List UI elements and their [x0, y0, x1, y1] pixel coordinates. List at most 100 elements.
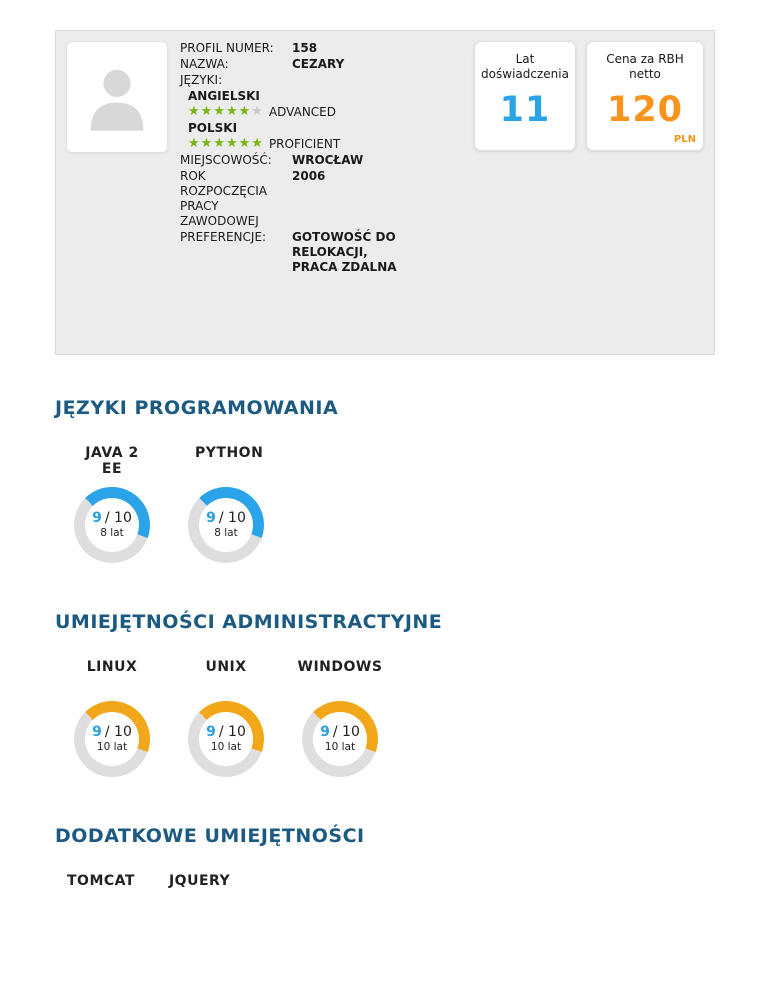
additional-skills-row: TOMCAT JQUERY — [67, 873, 715, 889]
star-filled-icon: ★ — [188, 104, 201, 119]
skill-score: 9/ 10 — [92, 510, 132, 527]
skill-gauge: 9/ 10 10 lat — [188, 701, 264, 777]
skill-gauge-center: 9/ 10 10 lat — [85, 712, 139, 766]
programming-skills-row: JAVA 2 EE 9/ 10 8 lat PYTHON 9/ 10 8 lat — [65, 445, 715, 563]
languages-label: JĘZYKI: — [180, 73, 223, 87]
skill-years: 10 lat — [96, 741, 128, 753]
star-rating: ★★★★★★ — [188, 104, 264, 120]
skill-years: 10 lat — [210, 741, 242, 753]
language-level: PROFICIENT — [268, 136, 341, 151]
skill-rating-max: / 10 — [104, 724, 132, 740]
star-filled-icon: ★ — [200, 136, 214, 151]
language-name: ANGIELSKI — [188, 89, 260, 103]
hourly-rate-unit: PLN — [673, 134, 696, 145]
skill-gauge: 9/ 10 10 lat — [302, 701, 378, 777]
city-row: MIEJSCOWOŚĆ: WROCŁAW — [180, 153, 426, 168]
language-rating: ★★★★★★ ADVANCED — [188, 104, 426, 120]
skill-rating: 9 — [206, 510, 216, 526]
skill-gauge-center: 9/ 10 10 lat — [199, 712, 253, 766]
skill-rating: 9 — [92, 724, 102, 740]
profile-number-row: PROFIL NUMER: 158 — [180, 41, 426, 56]
skill-name: JAVA 2 EE — [85, 445, 139, 477]
skill-java2ee: JAVA 2 EE 9/ 10 8 lat — [65, 445, 159, 563]
star-filled-icon: ★ — [200, 104, 214, 119]
star-filled-icon: ★ — [225, 136, 239, 151]
skill-python: PYTHON 9/ 10 8 lat — [179, 445, 273, 563]
skill-windows: WINDOWS 9/ 10 10 lat — [293, 659, 387, 777]
skill-score: 9/ 10 — [92, 724, 132, 741]
section-title-programming-languages: JĘZYKI PROGRAMOWANIA — [55, 397, 339, 419]
language-level: ADVANCED — [268, 104, 337, 119]
section-title-admin-skills: UMIEJĘTNOŚCI ADMINISTRACTYJNE — [55, 611, 443, 633]
person-icon — [90, 69, 144, 131]
languages-row: JĘZYKI: — [180, 73, 426, 88]
name-value: CEZARY — [292, 57, 345, 71]
profile-number-value: 158 — [292, 41, 318, 55]
skill-rating-max: / 10 — [218, 510, 246, 526]
language-rating: ★★★★★★ PROFICIENT — [188, 136, 426, 152]
profile-stats: Lat doświadczenia 11 Cena za RBH netto 1… — [474, 41, 704, 151]
skill-gauge: 9/ 10 8 lat — [74, 487, 150, 563]
hourly-rate-label: Cena za RBH netto — [606, 52, 684, 81]
preferences-row: PREFERENCJE: GOTOWOŚĆ DO RELOKACJI, PRAC… — [180, 230, 426, 275]
star-filled-icon: ★ — [251, 136, 264, 151]
career-start-label: ROK ROZPOCZĘCIA PRACY ZAWODOWEJ — [180, 169, 267, 228]
preferences-value: GOTOWOŚĆ DO RELOKACJI, PRACA ZDALNA — [292, 230, 397, 274]
avatar — [66, 41, 168, 153]
skill-years: 8 lat — [214, 527, 238, 539]
hourly-rate-value: 120 — [606, 90, 684, 130]
skill-years: 10 lat — [324, 741, 356, 753]
skill-unix: UNIX 9/ 10 10 lat — [179, 659, 273, 777]
skill-name: UNIX — [205, 659, 247, 675]
star-filled-icon: ★ — [213, 104, 226, 119]
language-item-english: ANGIELSKI ★★★★★★ ADVANCED — [188, 89, 426, 120]
city-label: MIEJSCOWOŚĆ: — [180, 153, 272, 167]
experience-years-value: 11 — [499, 90, 551, 130]
skill-gauge-center: 9/ 10 10 lat — [313, 712, 367, 766]
skill-gauge-center: 9/ 10 8 lat — [85, 498, 139, 552]
skill-rating: 9 — [92, 510, 102, 526]
skill-score: 9/ 10 — [320, 724, 360, 741]
skill-linux: LINUX 9/ 10 10 lat — [65, 659, 159, 777]
skill-gauge: 9/ 10 10 lat — [74, 701, 150, 777]
star-filled-icon: ★ — [225, 104, 239, 119]
name-label: NAZWA: — [180, 57, 229, 71]
career-start-value: 2006 — [292, 169, 326, 183]
profile-summary-card: PROFIL NUMER: 158 NAZWA: CEZARY JĘZYKI: … — [55, 30, 715, 355]
experience-years-card: Lat doświadczenia 11 — [474, 41, 576, 151]
star-rating: ★★★★★★ — [188, 136, 264, 152]
skill-jquery: JQUERY — [168, 873, 231, 889]
languages-list: ANGIELSKI ★★★★★★ ADVANCED POLSKI ★★★★★★ … — [188, 89, 426, 152]
skill-rating-max: / 10 — [218, 724, 246, 740]
language-name: POLSKI — [188, 121, 238, 135]
skill-name: WINDOWS — [297, 659, 383, 675]
star-filled-icon: ★ — [213, 136, 226, 151]
profile-details: PROFIL NUMER: 158 NAZWA: CEZARY JĘZYKI: … — [180, 41, 426, 276]
profile-number-label: PROFIL NUMER: — [180, 41, 274, 55]
skill-score: 9/ 10 — [206, 510, 246, 527]
experience-years-label: Lat doświadczenia — [481, 52, 569, 81]
skill-rating-max: / 10 — [104, 510, 132, 526]
skill-score: 9/ 10 — [206, 724, 246, 741]
section-title-additional-skills: DODATKOWE UMIEJĘTNOŚCI — [55, 825, 365, 847]
star-filled-icon: ★ — [188, 136, 201, 151]
skill-gauge-center: 9/ 10 8 lat — [199, 498, 253, 552]
city-value: WROCŁAW — [292, 153, 364, 167]
star-filled-icon: ★ — [238, 104, 252, 119]
hourly-rate-card: Cena za RBH netto 120 PLN — [586, 41, 704, 151]
preferences-label: PREFERENCJE: — [180, 230, 267, 244]
star-empty-icon: ★ — [251, 104, 264, 119]
skill-years: 8 lat — [100, 527, 124, 539]
skill-rating: 9 — [206, 724, 216, 740]
admin-skills-row: LINUX 9/ 10 10 lat UNIX 9/ 10 10 lat WIN… — [65, 659, 715, 777]
skill-name: LINUX — [86, 659, 138, 675]
skill-rating: 9 — [320, 724, 330, 740]
language-item-polish: POLSKI ★★★★★★ PROFICIENT — [188, 121, 426, 152]
skill-gauge: 9/ 10 8 lat — [188, 487, 264, 563]
skill-name: PYTHON — [195, 445, 264, 461]
skill-tomcat: TOMCAT — [67, 873, 135, 889]
career-start-row: ROK ROZPOCZĘCIA PRACY ZAWODOWEJ 2006 — [180, 169, 426, 229]
name-row: NAZWA: CEZARY — [180, 57, 426, 72]
skill-rating-max: / 10 — [332, 724, 360, 740]
